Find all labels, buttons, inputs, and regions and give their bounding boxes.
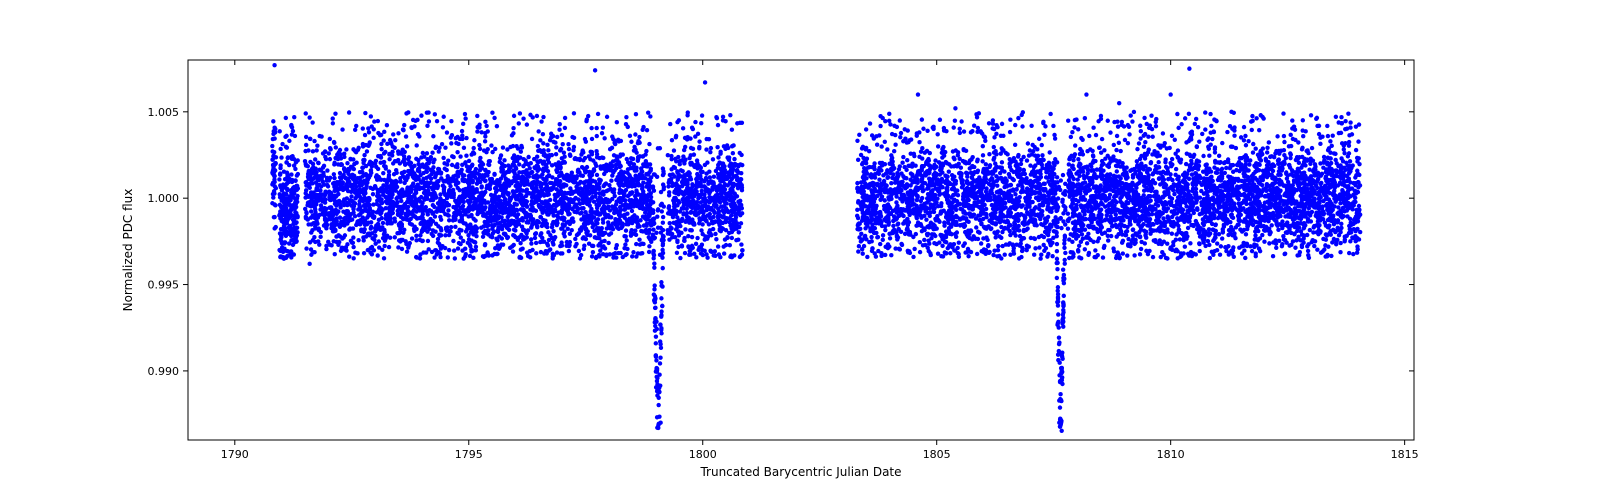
y-tick-label: 1.005 — [148, 106, 180, 119]
y-tick-label: 0.990 — [148, 365, 180, 378]
y-tick-label: 0.995 — [148, 279, 180, 292]
lightcurve-svg: 1790 1795 1800 1805 1810 1815 0.990 0.995 1.000 1… — [0, 0, 1600, 500]
x-tick-label: 1805 — [923, 448, 951, 461]
x-axis-label: Truncated Barycentric Julian Date — [699, 465, 901, 479]
x-tick-label: 1800 — [689, 448, 717, 461]
x-tick-label: 1815 — [1391, 448, 1419, 461]
y-axis-label: Normalized PDC flux — [121, 189, 135, 312]
x-tick-label: 1790 — [221, 448, 249, 461]
x-tick-label: 1795 — [455, 448, 483, 461]
x-tick-label: 1810 — [1157, 448, 1185, 461]
y-tick-label: 1.000 — [148, 192, 180, 205]
lightcurve-scatter-chart: 1790 1795 1800 1805 1810 1815 0.990 0.995 1.000 1… — [0, 0, 1600, 500]
